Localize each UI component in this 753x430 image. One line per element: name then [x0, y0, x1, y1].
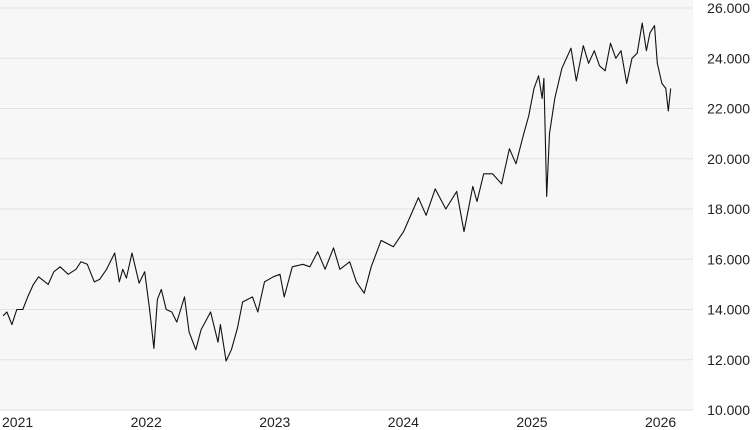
y-tick-label: 18.000: [707, 201, 750, 217]
y-tick-label: 10.000: [707, 402, 750, 418]
series-line: [2, 22, 672, 362]
x-tick-label: 2023: [259, 414, 290, 430]
x-tick-label: 2024: [388, 414, 419, 430]
y-tick-label: 26.000: [707, 0, 750, 16]
y-tick-label: 24.000: [707, 50, 750, 66]
plot-background: [0, 0, 693, 411]
x-axis: 2021 2022 2023 2024 2025 2026: [2, 414, 676, 430]
x-tick-label: 2025: [516, 414, 547, 430]
x-tick-label: 2021: [2, 414, 33, 430]
y-tick-label: 16.000: [707, 251, 750, 267]
y-tick-label: 14.000: [707, 302, 750, 318]
y-tick-label: 12.000: [707, 352, 750, 368]
y-axis: 10.000 12.000 14.000 16.000 18.000 20.000 22.0…: [707, 0, 750, 418]
x-tick-label: 2022: [131, 414, 162, 430]
y-tick-label: 20.000: [707, 151, 750, 167]
x-tick-label: 2026: [645, 414, 676, 430]
y-tick-label: 22.000: [707, 101, 750, 117]
